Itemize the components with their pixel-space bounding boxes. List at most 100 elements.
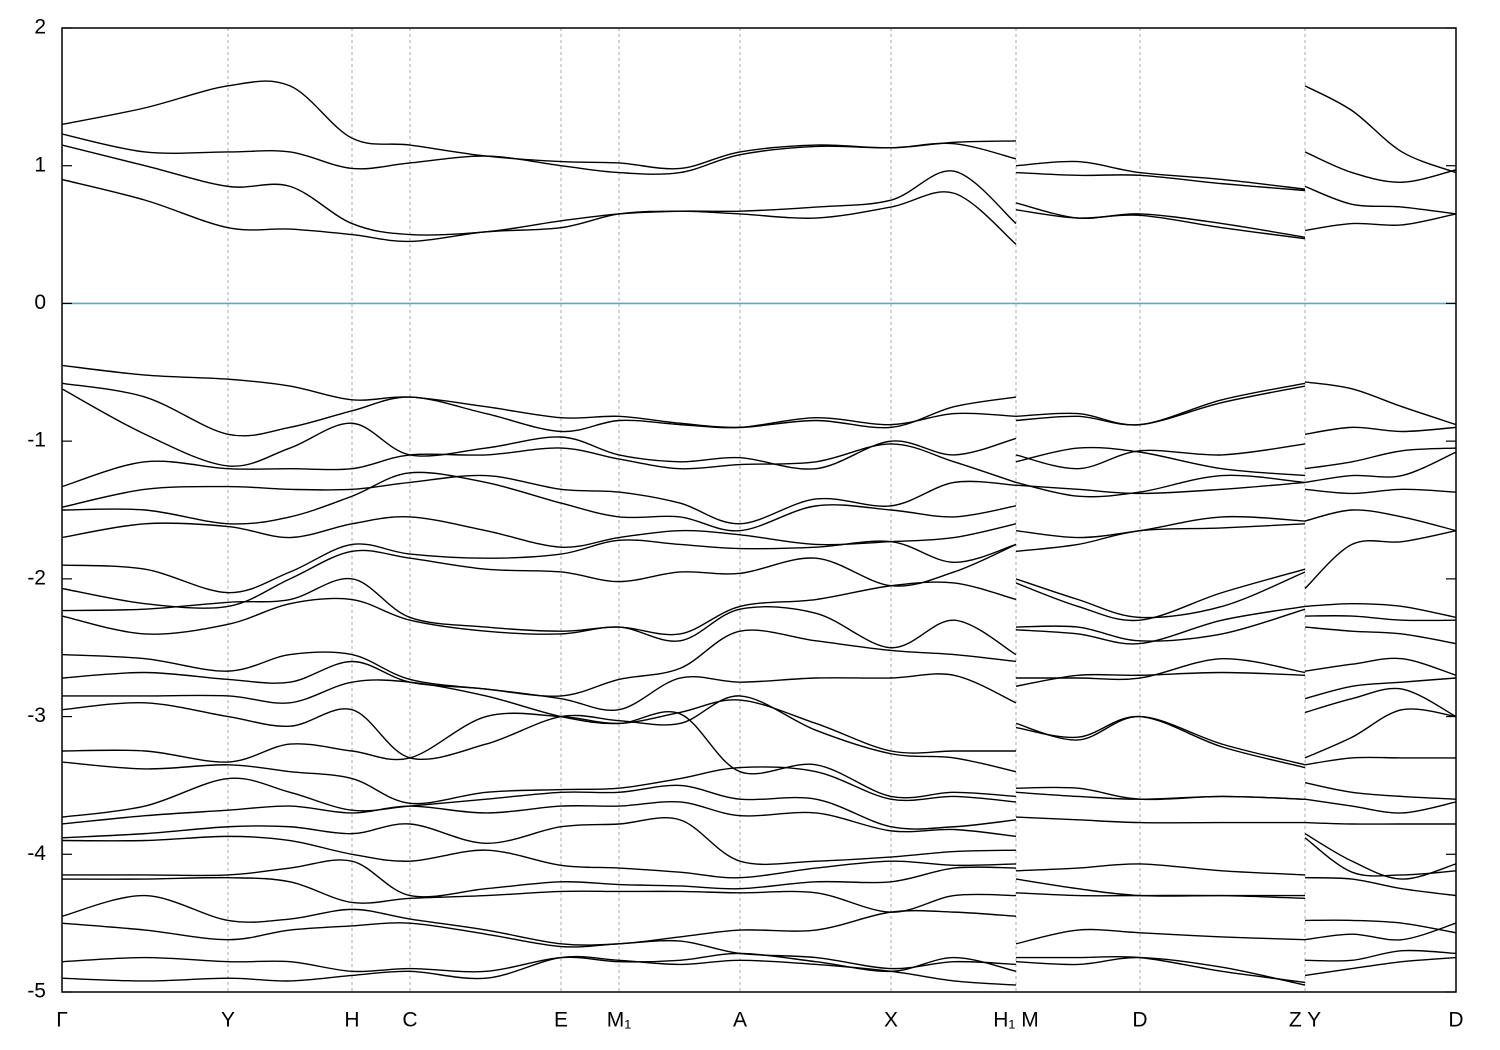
x-tick-label: E — [554, 1009, 568, 1032]
band-line — [62, 922, 1017, 970]
band-line — [62, 660, 1017, 712]
band-line — [1304, 756, 1456, 766]
band-line — [1015, 791, 1306, 800]
y-tick-label: 0 — [34, 291, 46, 314]
band-line — [1015, 443, 1306, 470]
x-tick-label: Y — [221, 1009, 235, 1032]
band-line — [1304, 949, 1456, 962]
band-line — [1015, 605, 1306, 645]
x-tick-label: H — [344, 1009, 359, 1032]
band-line — [1015, 863, 1306, 876]
band-line — [62, 133, 1017, 175]
band-line — [1304, 529, 1456, 590]
x-tick-label: A — [733, 1009, 747, 1032]
band-line — [1304, 185, 1456, 215]
x-tick-label: C — [402, 1009, 417, 1032]
y-tick-label: -5 — [27, 980, 46, 1003]
band-line — [1304, 488, 1456, 495]
band-line — [1304, 708, 1456, 759]
y-tick-label: 2 — [34, 16, 46, 39]
band-line — [1304, 447, 1456, 470]
band-line — [1304, 602, 1456, 619]
band-line — [1015, 671, 1306, 687]
band-line — [1015, 446, 1306, 477]
band-line — [62, 955, 1017, 986]
band-line — [1016, 658, 1306, 681]
x-tick-label: D — [1448, 1009, 1463, 1032]
band-line — [62, 382, 1017, 437]
band-line — [62, 876, 1017, 913]
band-line — [62, 543, 1017, 609]
band-line — [62, 761, 1017, 805]
y-tick-label: -4 — [27, 842, 46, 865]
y-tick-label: 1 — [34, 153, 46, 176]
band-line — [62, 894, 1017, 946]
band-line — [1304, 919, 1456, 934]
band-line — [1304, 687, 1456, 718]
band-line — [1304, 615, 1456, 622]
band-line — [62, 474, 1017, 525]
band-line — [62, 516, 1017, 548]
band-line — [62, 711, 1017, 799]
band-line — [62, 800, 1017, 838]
band-line — [1015, 171, 1306, 192]
band-line — [1304, 509, 1456, 532]
band-line — [62, 178, 1017, 245]
band-line — [62, 629, 1017, 697]
band-line — [1015, 715, 1306, 769]
band-line — [62, 539, 1017, 594]
band-line — [1304, 85, 1456, 174]
x-tick-label: D — [1132, 1009, 1147, 1032]
band-line — [62, 443, 1017, 488]
band-line — [62, 859, 1017, 898]
x-tick-label: H₁ M — [993, 1009, 1039, 1032]
bands — [62, 80, 1456, 986]
band-line — [1015, 160, 1306, 190]
band-line — [1304, 922, 1456, 941]
band-line — [62, 577, 1017, 636]
band-line — [1015, 608, 1306, 642]
band-line — [62, 471, 1017, 532]
x-tick-label: X — [884, 1009, 898, 1032]
band-line — [62, 597, 1017, 656]
y-tick-label: -1 — [27, 429, 46, 452]
band-line — [1304, 381, 1456, 426]
band-line — [1304, 677, 1456, 700]
band-line — [1304, 781, 1456, 800]
band-line — [1304, 151, 1456, 183]
band-line — [1015, 474, 1306, 498]
band-line — [1015, 481, 1306, 495]
band-line — [1304, 798, 1456, 814]
band-line — [1304, 451, 1456, 484]
x-tick-label: Γ — [56, 1009, 68, 1032]
band-line — [62, 777, 1017, 830]
band-line — [62, 695, 1017, 773]
band-line — [1304, 837, 1456, 877]
band-line — [1015, 385, 1306, 426]
band-line — [1015, 523, 1306, 553]
y-tick-label: -3 — [27, 704, 46, 727]
x-tick-label: M₁ — [607, 1009, 632, 1032]
band-line — [1304, 956, 1456, 977]
band-line — [62, 817, 1017, 866]
band-line — [1015, 928, 1306, 945]
plot-frame — [61, 27, 1457, 993]
band-line — [1304, 213, 1456, 232]
axes: -5 -4 -3 -2 -1 0 1 2 Γ Y H C E M₁ A X H₁ M D Z Y D — [27, 16, 1463, 1032]
band-line — [1015, 568, 1306, 622]
band-line — [62, 835, 1017, 879]
band-line — [62, 364, 1017, 429]
y-tick-label: -2 — [27, 566, 46, 589]
band-line — [1304, 877, 1456, 897]
band-line — [1015, 816, 1305, 824]
band-line — [1304, 657, 1456, 676]
band-line — [1015, 892, 1306, 900]
band-line — [1304, 626, 1456, 645]
band-line — [62, 144, 1017, 236]
band-line — [1015, 571, 1306, 619]
band-line — [62, 679, 1016, 754]
band-line — [1304, 821, 1456, 825]
